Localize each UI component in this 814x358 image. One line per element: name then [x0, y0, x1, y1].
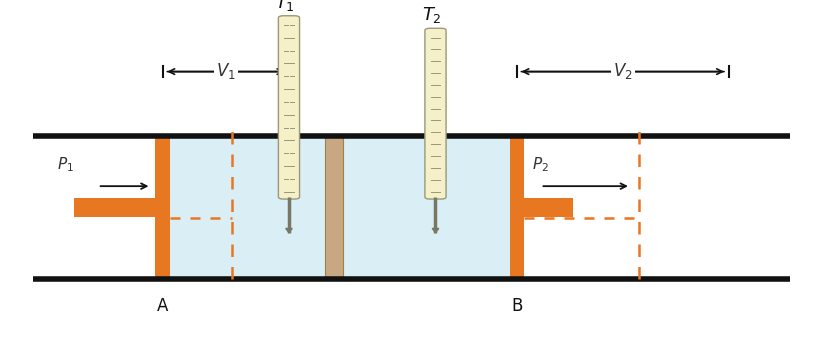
Text: $T_1$: $T_1$ — [275, 0, 295, 13]
Polygon shape — [286, 228, 292, 233]
Text: A: A — [157, 297, 168, 315]
Bar — [510, 136, 524, 279]
Text: $V_2$: $V_2$ — [613, 61, 632, 81]
Polygon shape — [432, 228, 439, 233]
Bar — [155, 136, 170, 279]
Bar — [74, 198, 155, 218]
Bar — [325, 136, 343, 279]
Text: $T_2$: $T_2$ — [422, 5, 441, 25]
Text: $P_2$: $P_2$ — [532, 155, 549, 174]
FancyBboxPatch shape — [278, 16, 300, 199]
Text: $V_1$: $V_1$ — [216, 61, 236, 81]
FancyBboxPatch shape — [425, 28, 446, 199]
Bar — [524, 198, 573, 218]
Text: $P_1$: $P_1$ — [57, 155, 74, 174]
Text: B: B — [511, 297, 523, 315]
